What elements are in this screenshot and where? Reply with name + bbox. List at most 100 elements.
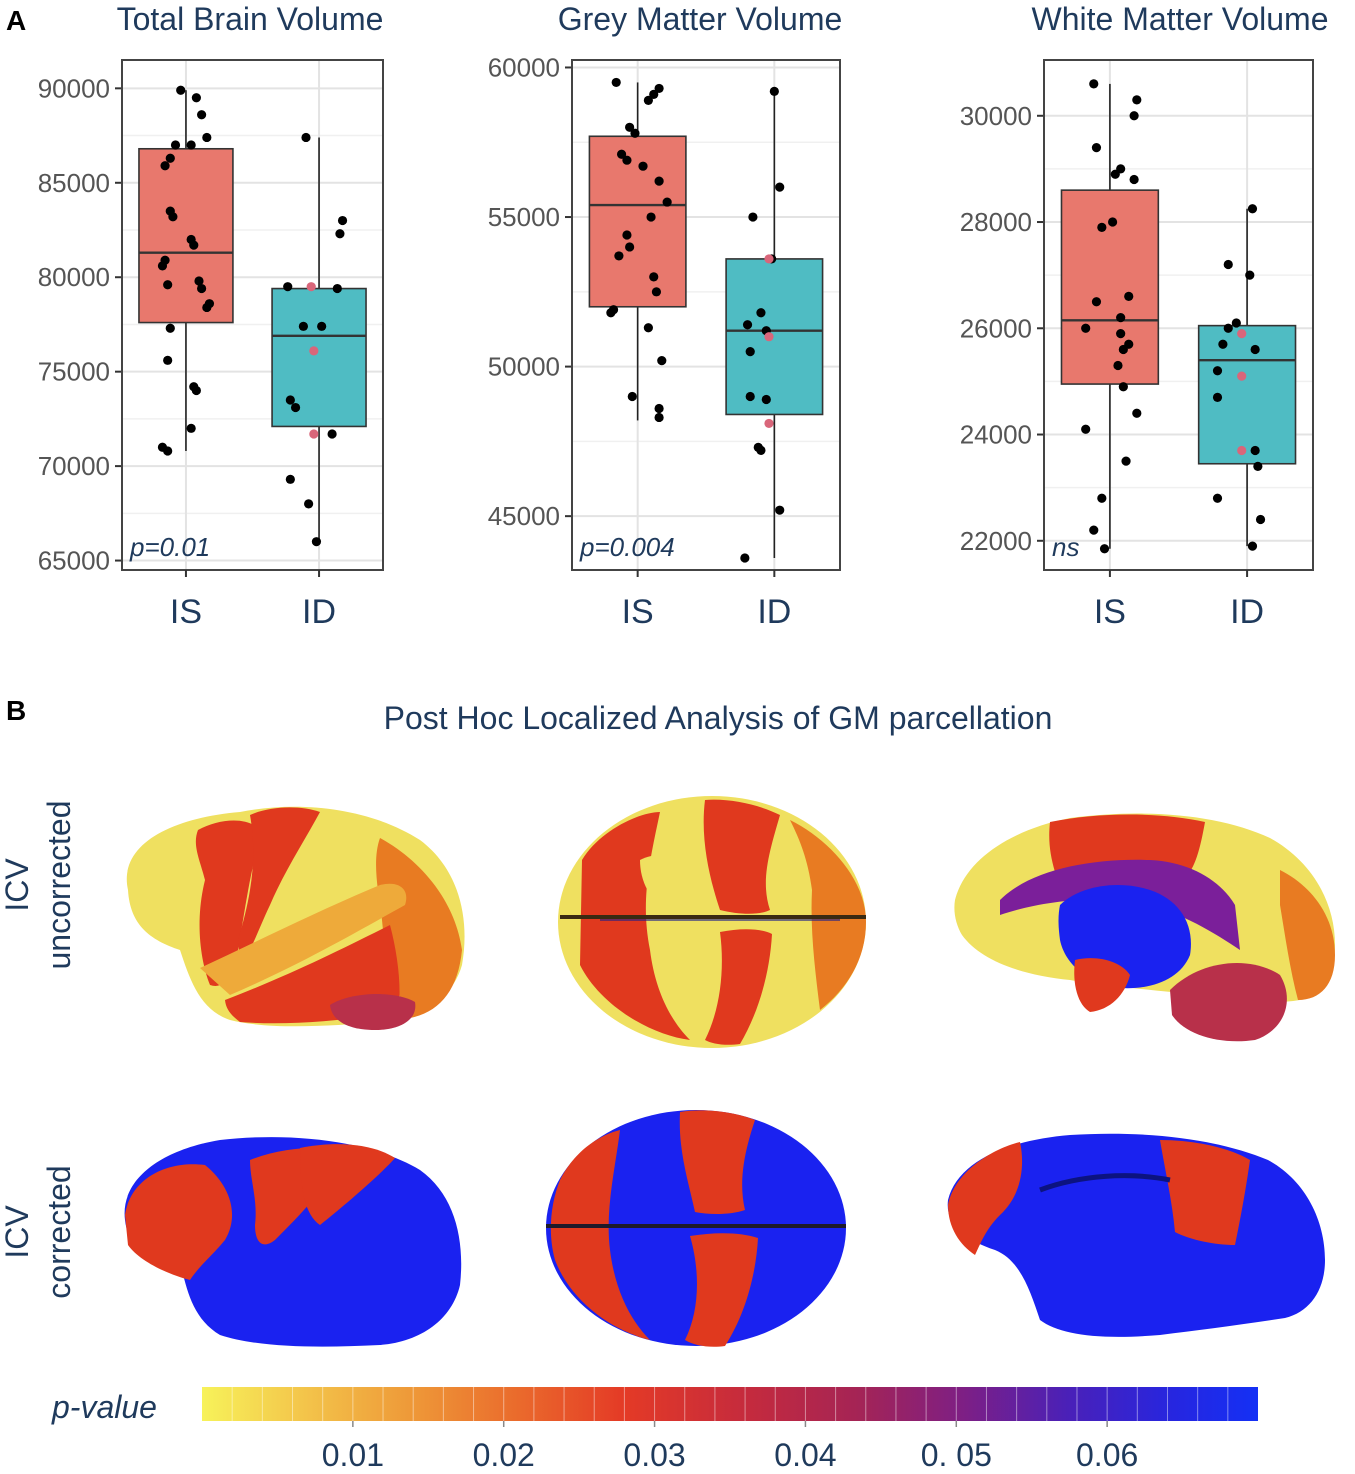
data-point — [170, 140, 181, 150]
data-point — [662, 197, 672, 207]
y-tick-label: 65000 — [38, 546, 110, 576]
brain-corrected-lateral — [124, 1137, 462, 1347]
x-tick-label: ID — [302, 593, 336, 631]
data-point — [197, 110, 207, 120]
data-point — [611, 77, 621, 88]
data-point — [1223, 323, 1233, 333]
data-point — [740, 553, 750, 563]
colorbar-tick-label: 0.02 — [473, 1437, 535, 1473]
data-point — [186, 423, 196, 433]
data-point — [186, 140, 196, 150]
data-point — [756, 445, 766, 455]
data-point — [1099, 544, 1110, 554]
data-point — [197, 283, 207, 294]
colorbar-tick-label: 0.01 — [322, 1437, 384, 1473]
row-label-uncorrected: ICV uncorrected — [0, 801, 77, 970]
data-point — [1081, 424, 1091, 434]
data-point — [745, 347, 755, 357]
data-point — [775, 505, 785, 515]
data-point — [745, 391, 755, 402]
brain-corrected-medial — [947, 1133, 1325, 1337]
highlight-point — [309, 346, 319, 356]
data-point — [194, 276, 204, 286]
row-label-line2: uncorrected — [41, 801, 77, 970]
data-point — [332, 283, 342, 294]
colorbar-segments — [231, 1387, 1229, 1421]
data-point — [1253, 461, 1263, 472]
data-point — [1118, 344, 1128, 355]
data-point — [649, 89, 659, 99]
data-point — [1129, 174, 1139, 185]
data-point — [290, 402, 301, 413]
y-tick-label: 22000 — [960, 526, 1032, 556]
y-tick-label: 45000 — [488, 501, 560, 531]
box-is — [588, 135, 687, 308]
data-point — [163, 280, 173, 290]
chart-title: White Matter Volume — [1032, 1, 1329, 37]
significance-annotation: p=0.004 — [579, 532, 675, 562]
data-point — [1097, 222, 1107, 232]
y-tick-label: 26000 — [960, 313, 1032, 343]
data-point — [1121, 456, 1131, 466]
y-tick-label: 70000 — [38, 451, 110, 481]
data-point — [1250, 445, 1260, 456]
x-tick-label: IS — [170, 593, 202, 631]
data-point — [654, 412, 664, 423]
highlight-point — [309, 429, 319, 439]
total-brain-volume-chart: Total Brain Volume 65000 70000 75000 80000 85… — [38, 1, 384, 631]
colorbar-tick-label: 0.06 — [1076, 1437, 1138, 1473]
colorbar-label: p-value — [51, 1389, 157, 1425]
data-point — [769, 86, 779, 97]
data-point — [1089, 525, 1099, 535]
data-point — [1218, 339, 1228, 349]
brain-corrected-dorsal — [546, 1110, 846, 1347]
data-point — [1116, 313, 1126, 323]
data-point — [327, 429, 337, 439]
data-point — [285, 474, 295, 484]
data-point — [638, 161, 648, 171]
colorbar-ticks: 0.01 0.02 0.03 0.04 0. 05 0.06 — [322, 1421, 1138, 1473]
x-tick-label: IS — [622, 593, 654, 631]
data-point — [748, 212, 758, 222]
data-point — [298, 321, 308, 331]
data-point — [643, 95, 653, 105]
data-point — [630, 128, 640, 138]
data-point — [649, 272, 659, 282]
data-point — [165, 323, 175, 333]
highlight-point — [764, 254, 774, 264]
data-point — [202, 132, 212, 143]
highlight-point — [1237, 445, 1247, 456]
highlight-point — [306, 282, 316, 292]
y-tick-label: 30000 — [960, 101, 1032, 131]
colorbar-tick-label: 0.03 — [623, 1437, 685, 1473]
y-tick-label: 85000 — [38, 168, 110, 198]
data-point — [1116, 328, 1126, 339]
data-point — [191, 93, 201, 103]
data-point — [202, 302, 212, 313]
data-point — [625, 122, 635, 132]
row-label-line1: ICV — [0, 1205, 35, 1259]
data-point — [622, 155, 632, 165]
data-point — [189, 240, 199, 250]
data-point — [283, 282, 293, 292]
data-point — [1212, 366, 1223, 376]
box-is — [138, 147, 234, 324]
data-point — [1107, 217, 1118, 227]
data-point — [651, 287, 662, 297]
y-tick-label: 80000 — [38, 262, 110, 292]
y-tick-label: 55000 — [488, 202, 560, 232]
data-point — [304, 499, 314, 509]
data-point — [1132, 95, 1142, 105]
significance-annotation: p=0.01 — [129, 532, 210, 562]
highlight-point — [1237, 371, 1247, 381]
data-point — [616, 149, 627, 159]
significance-annotation: ns — [1052, 532, 1079, 562]
data-point — [163, 446, 173, 456]
data-point — [654, 83, 664, 94]
data-point — [1247, 541, 1258, 551]
grey-matter-volume-chart: Grey Matter Volume 45000 50000 55000 60000 IS… — [488, 1, 843, 631]
data-point — [627, 391, 637, 402]
highlight-point — [764, 418, 774, 429]
data-point — [1118, 382, 1128, 392]
brain-uncorrected-lateral — [126, 806, 465, 1030]
